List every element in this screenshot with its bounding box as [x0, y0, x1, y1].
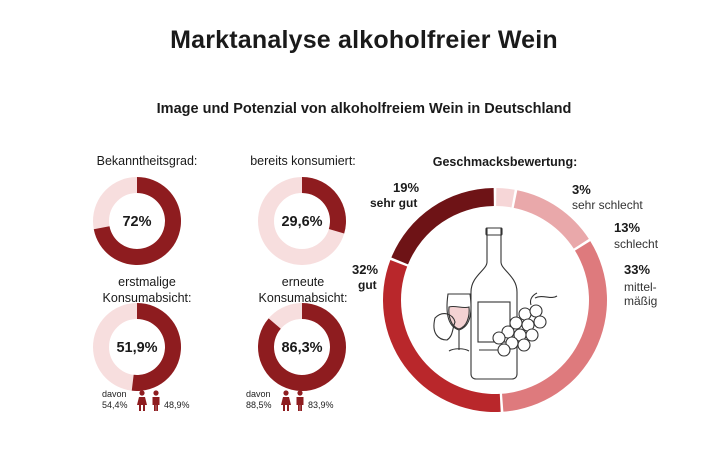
- female-icon: [136, 390, 148, 412]
- repeat-intent-label: erneute Konsumabsicht:: [238, 274, 368, 306]
- donut-value-arc: [302, 177, 346, 234]
- very-bad-pct: 3%: [572, 182, 591, 197]
- page-title: Marktanalyse alkoholfreier Wein: [170, 26, 558, 54]
- bad-label: schlecht: [614, 237, 659, 251]
- good-label: gut: [358, 278, 377, 292]
- repeat-intent-prefix: davon: [246, 389, 271, 399]
- first-intent-prefix: davon: [102, 389, 127, 399]
- donut-value-arc: [258, 303, 346, 391]
- taste-rating-donut: [383, 188, 607, 412]
- repeat-intent-label-line1: erneute: [281, 275, 325, 289]
- mediocre-pct: 33%: [624, 262, 651, 277]
- repeat-intent-donut: 86,3%: [257, 302, 347, 392]
- mediocre-label-line2: mäßig: [624, 294, 658, 308]
- donut-value-arc: [131, 303, 181, 391]
- first-intent-male-pct: 48,9%: [164, 400, 190, 410]
- donut-value-arc: [93, 177, 181, 265]
- male-icon: [294, 390, 306, 412]
- repeat-intent-male-pct: 83,9%: [308, 400, 334, 410]
- taste-slice-mittel: [502, 241, 607, 412]
- first-intent-donut: 51,9%: [92, 302, 182, 392]
- first-intent-label-line1: erstmalige: [118, 275, 176, 289]
- very-bad-label: sehr schlecht: [572, 198, 643, 212]
- good-pct: 32%: [352, 262, 379, 277]
- taste-slice-schlecht: [513, 190, 589, 249]
- taste-slice-sehr-schlecht: [496, 188, 515, 208]
- donut-value-label: 51,9%: [116, 340, 157, 356]
- repeat-intent-label-line2: Konsumabsicht:: [258, 291, 348, 305]
- taste-rating-title: Geschmacksbewertung:: [432, 155, 578, 169]
- female-icon: [280, 390, 292, 412]
- very-good-label: sehr gut: [370, 196, 418, 210]
- first-intent-label: erstmalige Konsumabsicht:: [82, 274, 212, 306]
- first-intent-female-pct: 54,4%: [102, 400, 128, 410]
- first-intent-label-line2: Konsumabsicht:: [102, 291, 192, 305]
- consumed-label: bereits konsumiert:: [250, 154, 356, 168]
- awareness-donut: 72%: [92, 176, 182, 266]
- consumed-donut: 29,6%: [257, 176, 347, 266]
- male-icon: [150, 390, 162, 412]
- awareness-label: Bekanntheitsgrad:: [96, 154, 198, 168]
- wine-bottle-glass-grapes-icon: [433, 227, 558, 380]
- taste-slice-gut: [383, 260, 501, 412]
- donut-value-label: 29,6%: [281, 214, 322, 230]
- donut-value-label: 72%: [122, 214, 151, 230]
- taste-slice-sehr-gut: [391, 188, 494, 265]
- mediocre-label-line1: mittel-: [624, 280, 657, 294]
- bad-pct: 13%: [614, 220, 641, 235]
- donut-value-label: 86,3%: [281, 340, 322, 356]
- very-good-pct: 19%: [393, 180, 420, 195]
- repeat-intent-female-pct: 88,5%: [246, 400, 272, 410]
- chart-subtitle: Image und Potenzial von alkoholfreiem We…: [156, 101, 572, 117]
